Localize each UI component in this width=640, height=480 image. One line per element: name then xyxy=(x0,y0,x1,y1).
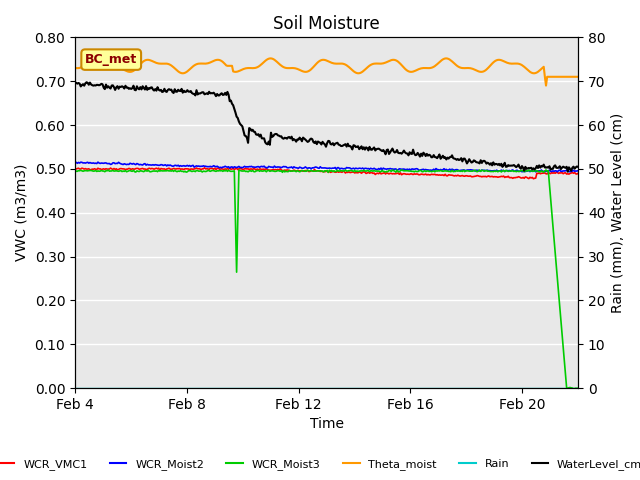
WCR_VMC1 xyxy=(529,176,537,181)
Line: WCR_Moist2: WCR_Moist2 xyxy=(75,162,578,172)
WCR_Moist2 xyxy=(540,168,548,174)
WaterLevel_cm xyxy=(71,81,79,86)
WCR_Moist3 xyxy=(249,168,257,173)
WCR_VMC1 xyxy=(250,166,258,171)
WaterLevel_cm xyxy=(513,163,521,169)
Legend: WCR_VMC1, WCR_Moist2, WCR_Moist3, Theta_moist, Rain, WaterLevel_cm: WCR_VMC1, WCR_Moist2, WCR_Moist3, Theta_… xyxy=(0,455,640,474)
WCR_Moist3 xyxy=(540,169,548,175)
Text: BC_met: BC_met xyxy=(85,53,138,66)
Line: WCR_Moist3: WCR_Moist3 xyxy=(75,170,578,389)
Y-axis label: VWC (m3/m3): VWC (m3/m3) xyxy=(15,164,29,262)
WCR_Moist2 xyxy=(574,168,582,173)
Rain xyxy=(539,385,547,391)
Y-axis label: Rain (mm), Water Level (cm): Rain (mm), Water Level (cm) xyxy=(611,113,625,313)
Line: WaterLevel_cm: WaterLevel_cm xyxy=(75,82,578,172)
Line: Theta_moist: Theta_moist xyxy=(75,59,578,85)
Rain xyxy=(245,385,253,391)
WCR_VMC1 xyxy=(120,166,128,172)
Theta_moist xyxy=(71,65,79,71)
WCR_VMC1 xyxy=(574,170,582,176)
WaterLevel_cm xyxy=(574,164,582,170)
WCR_VMC1 xyxy=(145,166,152,171)
WCR_Moist3 xyxy=(570,386,577,392)
WCR_VMC1 xyxy=(246,166,254,172)
WCR_Moist3 xyxy=(513,168,521,174)
WCR_Moist2 xyxy=(71,159,79,165)
WaterLevel_cm xyxy=(540,162,548,168)
WCR_Moist2 xyxy=(120,161,128,167)
WCR_Moist3 xyxy=(71,167,79,173)
WCR_VMC1 xyxy=(541,170,548,176)
WCR_VMC1 xyxy=(513,174,521,180)
WCR_VMC1 xyxy=(71,166,79,171)
Theta_moist xyxy=(540,64,548,70)
WCR_Moist2 xyxy=(145,162,152,168)
WCR_Moist2 xyxy=(532,169,540,175)
WaterLevel_cm xyxy=(250,129,258,134)
WCR_Moist3 xyxy=(245,168,253,174)
Theta_moist xyxy=(574,74,582,80)
Rain xyxy=(71,385,79,391)
Rain xyxy=(574,385,582,391)
Rain xyxy=(145,385,152,391)
WCR_Moist2 xyxy=(245,164,253,169)
WaterLevel_cm xyxy=(146,86,154,92)
X-axis label: Time: Time xyxy=(310,418,344,432)
Title: Soil Moisture: Soil Moisture xyxy=(273,15,380,33)
Theta_moist xyxy=(442,56,450,61)
WCR_Moist3 xyxy=(120,168,128,174)
Theta_moist xyxy=(120,67,128,73)
WCR_Moist2 xyxy=(249,164,257,170)
WaterLevel_cm xyxy=(122,83,129,89)
Line: WCR_VMC1: WCR_VMC1 xyxy=(75,168,578,179)
Theta_moist xyxy=(245,65,253,71)
WCR_Moist3 xyxy=(145,168,152,173)
WCR_VMC1 xyxy=(201,165,209,171)
Theta_moist xyxy=(542,83,550,88)
Rain xyxy=(513,385,520,391)
Theta_moist xyxy=(513,60,521,66)
WCR_Moist2 xyxy=(513,168,520,173)
Rain xyxy=(249,385,257,391)
Theta_moist xyxy=(145,57,152,63)
WaterLevel_cm xyxy=(564,169,572,175)
WCR_Moist3 xyxy=(476,167,483,173)
WaterLevel_cm xyxy=(246,126,254,132)
Theta_moist xyxy=(249,65,257,71)
WCR_Moist3 xyxy=(574,385,582,391)
WaterLevel_cm xyxy=(83,79,90,85)
Rain xyxy=(120,385,128,391)
